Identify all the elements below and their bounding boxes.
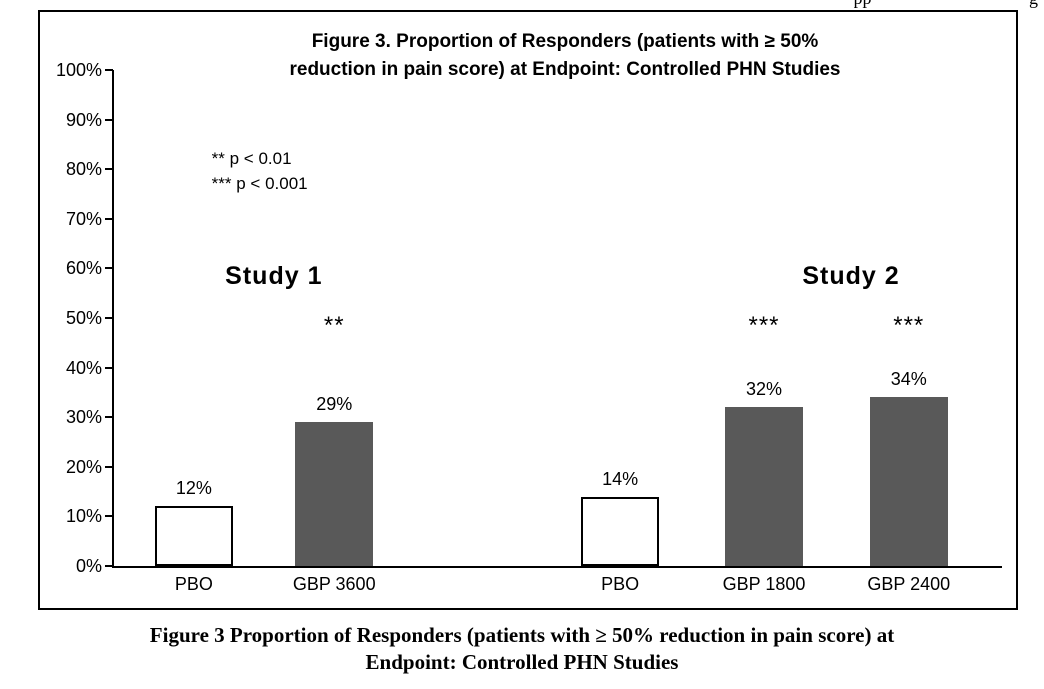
clipped-header-text: pp g (854, 0, 1039, 11)
bar-slot-pbo: 12% PBO (154, 70, 233, 594)
y-tick-label: 0% (75, 556, 102, 576)
bar-value-label: 32% (746, 379, 783, 400)
y-tick-label: 70% (65, 208, 102, 229)
bar-value-label: 14% (602, 468, 639, 489)
bar-pbo (154, 506, 233, 566)
y-tick-mark (105, 465, 113, 468)
y-tick-label: 100% (55, 60, 102, 80)
plot-area: ** p < 0.01 *** p < 0.001 Study 1 Study … (56, 60, 1002, 594)
bar-slot-gbp-2400: 34% *** GBP 2400 (867, 70, 950, 594)
figure-3-chart-panel: Figure 3. Proportion of Responders (pati… (38, 10, 1018, 610)
significance-marker: *** (748, 312, 780, 340)
x-axis-label: PBO (601, 574, 640, 594)
bar-gbp-3600 (295, 422, 374, 566)
y-tick-label: 60% (65, 258, 102, 279)
y-tick-label: 40% (65, 357, 102, 378)
x-axis-label: GBP 1800 (722, 574, 806, 594)
bar-slot-pbo: 14% PBO (581, 70, 660, 594)
y-tick-mark (105, 168, 113, 171)
significance-marker: ** (323, 312, 345, 340)
bar-gbp-2400 (869, 397, 948, 566)
y-tick-label: 50% (65, 308, 102, 328)
sig-note-p-0-001: *** p < 0.001 (211, 173, 308, 193)
figure-caption-line-1: Figure 3 Proportion of Responders (patie… (149, 623, 895, 647)
group-label-study-2: Study 2 (802, 261, 900, 290)
bar-value-label: 12% (175, 478, 212, 499)
y-tick-label: 80% (65, 159, 102, 180)
figure-caption-line-2: Endpoint: Controlled PHN Studies (365, 650, 679, 675)
y-tick-label: 10% (65, 506, 102, 527)
y-tick-mark (105, 217, 113, 220)
bar-gbp-1800 (725, 407, 804, 566)
y-tick-label: 30% (65, 407, 102, 428)
y-tick-label: 20% (65, 456, 102, 477)
x-axis-label: GBP 2400 (867, 574, 951, 594)
bar-pbo (581, 496, 660, 566)
y-tick-mark (105, 515, 113, 518)
bar-value-label: 29% (316, 394, 353, 415)
sig-note-p-0-01: ** p < 0.01 (211, 148, 292, 168)
significance-marker: *** (893, 312, 925, 340)
x-axis-label: GBP 3600 (292, 574, 376, 594)
y-tick-mark (105, 416, 113, 419)
bar-slot-gbp-1800: 32% *** GBP 1800 (723, 70, 806, 594)
bar-value-label: 34% (890, 369, 927, 390)
y-tick-mark (105, 69, 113, 71)
chart-title-line-2: reduction in pain score) at Endpoint: Co… (289, 58, 841, 80)
group-label-study-1: Study 1 (225, 261, 323, 290)
y-tick-label: 90% (65, 109, 102, 130)
chart-title-line-1: Figure 3. Proportion of Responders (pati… (311, 31, 819, 52)
figure-caption: Figure 3 Proportion of Responders (patie… (0, 622, 1044, 677)
significance-legend: ** p < 0.01 *** p < 0.001 (212, 147, 308, 196)
bar-slot-gbp-3600: 29% ** GBP 3600 (293, 70, 376, 594)
y-tick-mark (105, 565, 113, 567)
y-tick-mark (105, 317, 113, 319)
x-axis-label: PBO (174, 574, 213, 594)
y-tick-mark (105, 118, 113, 121)
chart-title: Figure 3. Proportion of Responders (pati… (124, 28, 1006, 83)
y-tick-mark (105, 267, 113, 270)
y-tick-mark (105, 366, 113, 369)
clipped-header-fragment: pp g (854, 0, 1039, 9)
